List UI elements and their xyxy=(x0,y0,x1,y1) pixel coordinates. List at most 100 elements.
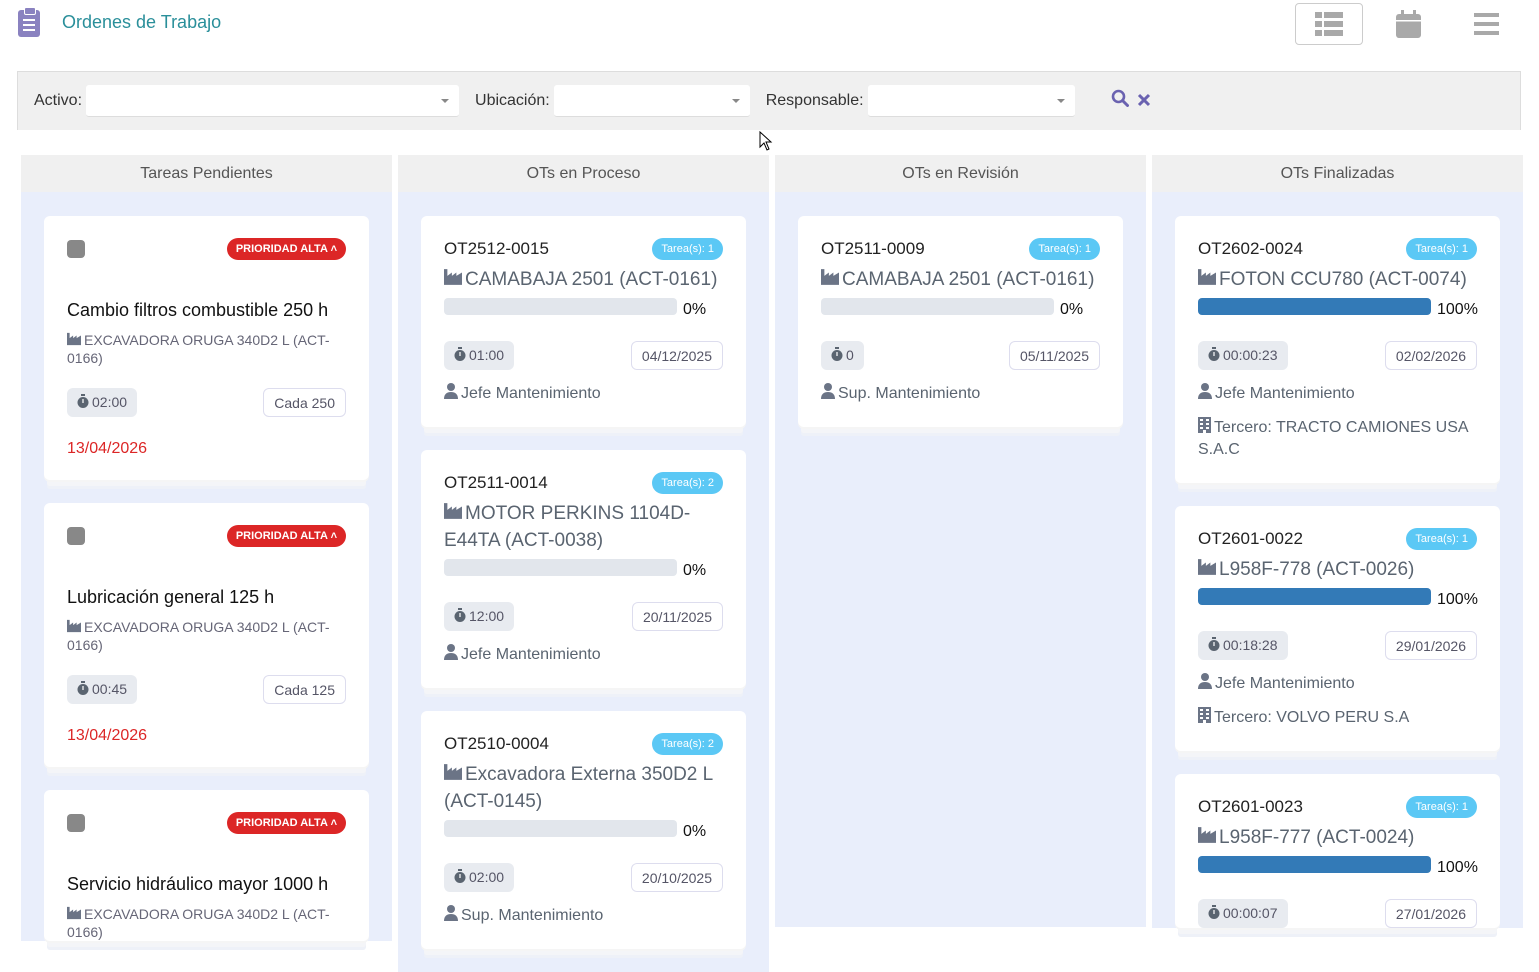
filter-bar: Activo: Ubicación: Responsable: xyxy=(17,71,1521,130)
column-1: OTs en Proceso OT2512-0015 Tarea(s): 1 C… xyxy=(398,155,769,972)
task-card[interactable]: PRIORIDAD ALTA ˄ Lubricación general 125… xyxy=(44,503,369,767)
duration-value: 00:00:23 xyxy=(1223,347,1278,363)
due-date: 13/04/2026 xyxy=(67,727,148,744)
progress-bar: 0% xyxy=(444,554,723,580)
column-header: OTs en Revisión xyxy=(775,155,1146,192)
building-icon xyxy=(1198,417,1211,433)
duration-value: 0 xyxy=(846,347,854,363)
progress-label: 0% xyxy=(1060,301,1084,318)
date-pill: 05/11/2025 xyxy=(1008,341,1100,370)
work-order-card[interactable]: OT2512-0015 Tarea(s): 1 CAMABAJA 2501 (A… xyxy=(421,216,746,427)
responsible-name: Jefe Mantenimiento xyxy=(1215,385,1355,402)
ubicacion-select[interactable] xyxy=(553,85,750,117)
task-title: Servicio hidráulico mayor 1000 h xyxy=(67,874,329,894)
work-order-card[interactable]: OT2602-0024 Tarea(s): 1 FOTON CCU780 (AC… xyxy=(1175,216,1500,483)
progress-fill xyxy=(1198,587,1431,605)
chevron-up-icon: ˄ xyxy=(330,530,337,542)
work-order-code: OT2601-0023 xyxy=(1198,797,1303,816)
responsible-line: Jefe Mantenimiento xyxy=(1198,383,1477,405)
duration-pill: 00:45 xyxy=(67,675,138,704)
duration-value: 00:00:07 xyxy=(1223,905,1278,921)
frequency-pill: Cada 250 xyxy=(263,388,346,417)
progress-bar: 100% xyxy=(1198,293,1478,319)
progress-label: 100% xyxy=(1437,859,1478,876)
chevron-up-icon: ˄ xyxy=(330,817,337,829)
work-order-card[interactable]: OT2511-0014 Tarea(s): 2 MOTOR PERKINS 11… xyxy=(421,450,746,688)
user-icon xyxy=(1198,383,1212,399)
asset-line: L958F-777 (ACT-0024) xyxy=(1198,824,1477,851)
duration-value: 00:18:28 xyxy=(1223,637,1278,653)
work-order-card[interactable]: OT2510-0004 Tarea(s): 2 Excavadora Exter… xyxy=(421,711,746,949)
column-2: OTs en Revisión OT2511-0009 Tarea(s): 1 … xyxy=(775,155,1146,927)
column-header: OTs en Proceso xyxy=(398,155,769,192)
factory-icon xyxy=(1198,559,1216,575)
tasks-badge: Tarea(s): 1 xyxy=(1029,238,1100,260)
work-order-card[interactable]: OT2601-0023 Tarea(s): 1 L958F-777 (ACT-0… xyxy=(1175,774,1500,928)
task-checkbox[interactable] xyxy=(67,527,85,545)
tasks-badge: Tarea(s): 2 xyxy=(652,733,723,755)
factory-icon xyxy=(67,332,81,346)
date-pill: 20/11/2025 xyxy=(631,602,723,631)
duration-pill: 01:00 xyxy=(444,341,515,370)
progress-fill xyxy=(1198,297,1431,315)
progress-bar: 0% xyxy=(821,293,1100,319)
user-icon xyxy=(444,644,458,660)
progress-label: 0% xyxy=(683,823,707,840)
asset-name: L958F-778 (ACT-0026) xyxy=(1219,559,1415,580)
asset-line: L958F-778 (ACT-0026) xyxy=(1198,556,1477,583)
priority-label: PRIORIDAD ALTA xyxy=(235,530,328,542)
third-party-name: Tercero: VOLVO PERU S.A xyxy=(1214,709,1410,726)
task-title: Cambio filtros combustible 250 h xyxy=(67,300,329,320)
duration-pill: 12:00 xyxy=(444,602,515,631)
chevron-up-icon: ˄ xyxy=(330,243,337,255)
task-checkbox[interactable] xyxy=(67,814,85,832)
activo-label: Activo: xyxy=(34,92,83,109)
date-pill: 04/12/2025 xyxy=(630,341,723,370)
responsible-line: Sup. Mantenimiento xyxy=(444,905,723,927)
duration-value: 12:00 xyxy=(469,608,505,624)
ubicacion-label: Ubicación: xyxy=(475,92,550,109)
list-view-icon xyxy=(1315,12,1343,36)
stopwatch-icon xyxy=(1208,905,1220,919)
responsible-line: Jefe Mantenimiento xyxy=(1198,673,1477,695)
factory-icon xyxy=(444,269,462,285)
tasks-badge: Tarea(s): 1 xyxy=(1406,238,1477,260)
responsable-select[interactable] xyxy=(867,85,1075,117)
date-pill: 02/02/2026 xyxy=(1384,341,1477,370)
activo-select[interactable] xyxy=(86,85,460,117)
task-card[interactable]: PRIORIDAD ALTA ˄ Cambio filtros combusti… xyxy=(44,216,369,480)
column-3: OTs Finalizadas OT2602-0024 Tarea(s): 1 … xyxy=(1152,155,1523,928)
responsable-label: Responsable: xyxy=(765,92,864,109)
search-button[interactable] xyxy=(1111,89,1129,113)
list-view-button[interactable] xyxy=(1295,3,1363,45)
progress-fill xyxy=(1198,855,1431,873)
duration-pill: 0 xyxy=(821,341,864,370)
column-header: OTs Finalizadas xyxy=(1152,155,1523,192)
duration-pill: 00:00:07 xyxy=(1198,899,1288,928)
asset-line: EXCAVADORA ORUGA 340D2 L (ACT-0166) xyxy=(67,618,346,654)
stopwatch-icon xyxy=(454,869,466,883)
user-icon xyxy=(1198,673,1212,689)
close-icon xyxy=(1137,93,1150,106)
responsible-name: Jefe Mantenimiento xyxy=(1215,675,1355,692)
priority-badge: PRIORIDAD ALTA ˄ xyxy=(226,812,346,834)
menu-button[interactable] xyxy=(1466,3,1506,45)
frequency-pill: Cada 125 xyxy=(263,675,346,704)
asset-name: CAMABAJA 2501 (ACT-0161) xyxy=(842,269,1095,290)
duration-value: 02:00 xyxy=(92,394,128,410)
task-card[interactable]: PRIORIDAD ALTA ˄ Servicio hidráulico may… xyxy=(44,790,369,941)
stopwatch-icon xyxy=(77,681,89,695)
task-checkbox[interactable] xyxy=(67,240,85,258)
responsible-name: Sup. Mantenimiento xyxy=(838,385,981,402)
asset-name: CAMABAJA 2501 (ACT-0161) xyxy=(465,269,718,290)
factory-icon xyxy=(821,269,839,285)
clear-filters-button[interactable] xyxy=(1137,90,1151,113)
factory-icon xyxy=(444,503,462,519)
work-order-card[interactable]: OT2511-0009 Tarea(s): 1 CAMABAJA 2501 (A… xyxy=(798,216,1123,427)
column-0: Tareas Pendientes PRIORIDAD ALTA ˄ Cambi… xyxy=(21,155,392,941)
duration-pill: 02:00 xyxy=(67,388,138,417)
duration-pill: 02:00 xyxy=(444,863,515,892)
work-order-card[interactable]: OT2601-0022 Tarea(s): 1 L958F-778 (ACT-0… xyxy=(1175,506,1500,751)
calendar-icon xyxy=(1395,10,1421,38)
calendar-view-button[interactable] xyxy=(1388,3,1428,45)
